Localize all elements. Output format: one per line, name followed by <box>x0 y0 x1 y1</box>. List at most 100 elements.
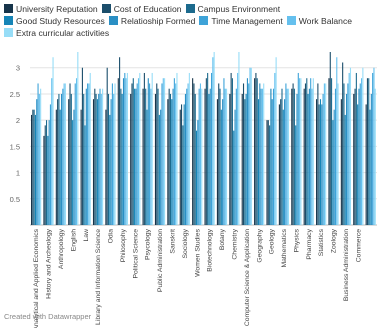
bar <box>188 72 190 225</box>
legend-item: Relatioship Formed <box>108 15 195 27</box>
bar <box>296 93 298 225</box>
bar <box>150 88 152 226</box>
bar <box>193 83 195 225</box>
bar <box>284 99 286 225</box>
bar <box>234 109 236 225</box>
x-tick-label: Psycology <box>145 228 152 260</box>
bar <box>57 99 59 225</box>
bar <box>147 78 149 225</box>
bar <box>370 93 372 225</box>
bar <box>69 83 71 225</box>
x-tick-label: Geography <box>256 228 263 262</box>
legend-item: Cost of Education <box>101 3 182 15</box>
bar <box>278 104 280 225</box>
bar <box>68 99 70 225</box>
bar <box>267 120 269 225</box>
legend-item: Time Management <box>199 15 283 27</box>
bar <box>237 72 239 225</box>
legend-swatch <box>4 16 13 25</box>
bar <box>374 88 376 226</box>
bar <box>250 67 252 226</box>
bar <box>318 104 320 225</box>
x-tick-label: Anthropology <box>58 228 65 269</box>
bar <box>307 93 309 225</box>
bar <box>269 125 271 225</box>
bar <box>85 88 87 226</box>
bar <box>255 72 257 225</box>
bar <box>263 83 265 225</box>
bar <box>222 99 224 225</box>
bar <box>256 78 258 225</box>
bar <box>55 109 57 225</box>
x-tick-label: Public Administration <box>157 229 164 292</box>
bar <box>64 83 66 225</box>
bar <box>52 57 54 225</box>
bar <box>372 72 374 225</box>
legend-swatch <box>4 28 13 37</box>
bar <box>92 99 95 225</box>
bar <box>299 78 301 225</box>
bar <box>131 83 133 225</box>
bar <box>135 88 137 226</box>
legend-label: Cost of Education <box>113 4 182 14</box>
bar <box>37 83 39 225</box>
x-tick-label: Biotechnology <box>207 228 214 271</box>
bar <box>261 88 263 226</box>
x-tick-label: Odia <box>108 229 115 244</box>
bar <box>233 130 235 225</box>
legend-label: Good Study Resources <box>16 16 105 26</box>
bar <box>198 88 200 226</box>
legend-item: Good Study Resources <box>4 15 105 27</box>
bar <box>30 114 33 225</box>
bar <box>109 114 111 225</box>
bar <box>160 109 162 225</box>
bar <box>87 83 89 225</box>
bar <box>349 67 352 226</box>
bar <box>241 93 243 225</box>
bar <box>322 93 324 225</box>
bar <box>149 83 151 225</box>
bar <box>162 78 164 225</box>
bar <box>208 93 210 225</box>
y-tick-label: 1 <box>16 169 20 178</box>
bar <box>292 83 294 225</box>
bar <box>157 88 159 226</box>
y-tick-label: 2 <box>16 116 20 125</box>
bar <box>249 67 251 226</box>
bar <box>297 72 299 225</box>
y-tick-label: 2.5 <box>10 90 20 99</box>
x-tick-label: Sanskrit <box>170 229 177 254</box>
bar <box>354 88 356 226</box>
bar <box>244 99 246 225</box>
bar <box>120 88 122 226</box>
bar <box>110 99 112 225</box>
legend-swatch <box>108 16 118 25</box>
bar <box>225 88 228 226</box>
bar <box>328 78 330 225</box>
bar <box>300 78 302 225</box>
x-tick-label: Mathematics <box>281 228 288 267</box>
bar <box>304 83 307 225</box>
bar <box>81 67 83 226</box>
bar <box>99 88 101 226</box>
bar <box>34 114 36 225</box>
bar <box>248 83 250 225</box>
bar <box>74 83 76 225</box>
bar <box>59 109 61 225</box>
x-tick-label: Sociology <box>182 228 189 258</box>
bar <box>331 78 333 225</box>
bar <box>186 88 188 226</box>
bar <box>204 88 206 226</box>
bar <box>70 93 72 225</box>
bar <box>137 78 140 225</box>
legend-label: Time Management <box>211 16 283 26</box>
x-tick-label: Philosophy <box>120 228 127 262</box>
bar <box>347 83 349 225</box>
bar <box>161 83 163 225</box>
bar <box>271 99 273 225</box>
bar <box>272 88 275 226</box>
legend-item: Extra curricular activities <box>4 27 109 39</box>
bar <box>134 88 136 226</box>
bar <box>319 99 322 225</box>
x-tick-label: Law <box>83 229 90 242</box>
